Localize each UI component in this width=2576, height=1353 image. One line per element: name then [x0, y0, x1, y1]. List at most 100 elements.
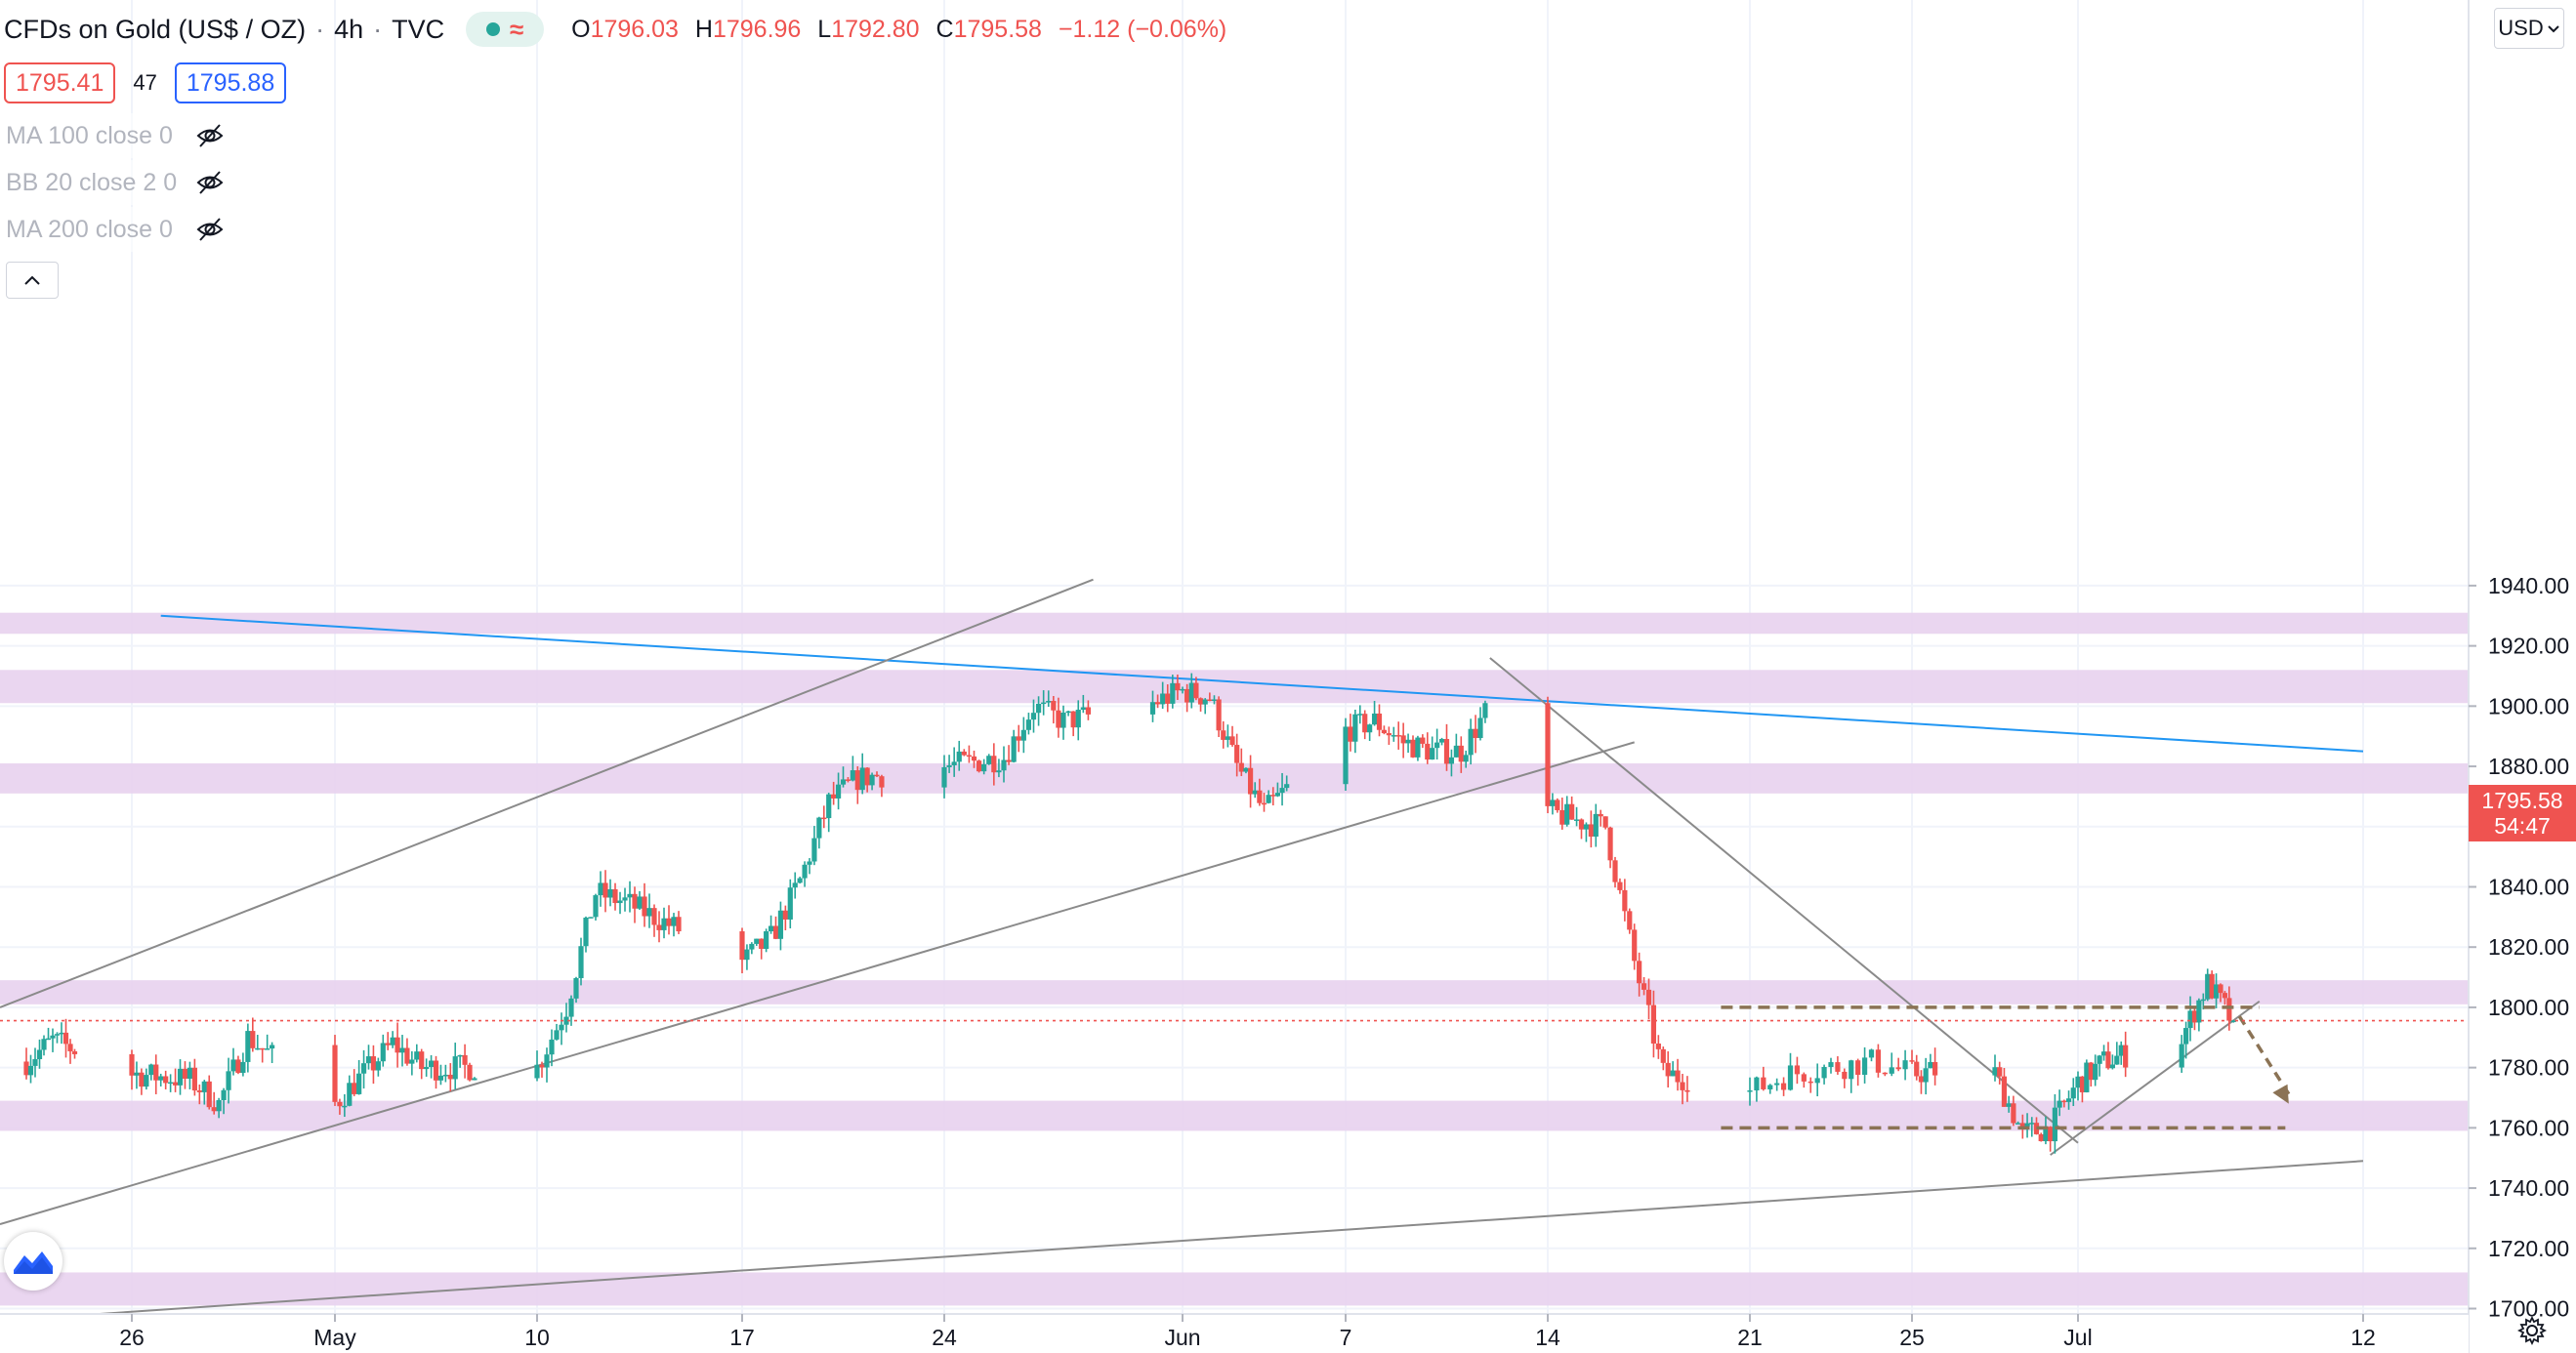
tradingview-logo-icon[interactable]: [4, 1232, 62, 1291]
candle-body: [1160, 693, 1166, 705]
currency-dropdown[interactable]: USD: [2494, 8, 2564, 49]
ohlc-values: O1796.03 H1796.96 L1792.80 C1795.58 −1.1…: [571, 16, 1236, 44]
market-status-pill[interactable]: ≈: [466, 12, 545, 47]
candle-body: [375, 1061, 381, 1071]
candle-body: [270, 1045, 275, 1049]
candle-body: [2209, 973, 2215, 999]
candle-body: [981, 763, 987, 772]
x-tick-label: 25: [1899, 1325, 1925, 1350]
candle-body: [1914, 1061, 1920, 1077]
candle-body: [559, 1024, 564, 1031]
candle-body: [1637, 961, 1642, 984]
indicator-label: MA 200 close 0: [6, 215, 173, 243]
candle-body: [2029, 1123, 2035, 1125]
low-value: 1792.80: [831, 15, 920, 43]
eye-off-icon[interactable]: [195, 168, 225, 197]
candle-body: [602, 882, 608, 898]
candle-body: [2052, 1107, 2057, 1142]
candle-body: [1588, 824, 1594, 838]
gear-icon[interactable]: [2517, 1316, 2547, 1345]
candle-body: [2024, 1123, 2030, 1128]
candle-body: [211, 1107, 217, 1112]
candle-body: [419, 1051, 425, 1070]
candle-body: [1234, 745, 1240, 763]
candle-body: [1650, 1004, 1657, 1045]
candle-body: [1080, 707, 1086, 711]
sell-price-button[interactable]: 1795.41: [4, 62, 116, 103]
candle-body: [2230, 1020, 2236, 1023]
candle-body: [1675, 1070, 1681, 1083]
candles: [23, 673, 2236, 1154]
candle-body: [409, 1059, 415, 1064]
indicator-bb20[interactable]: BB 20 close 2 0: [0, 160, 234, 205]
candle-body: [177, 1068, 184, 1086]
candle-body: [245, 1031, 251, 1062]
candle-body: [835, 784, 842, 799]
candle-body: [568, 998, 574, 1017]
indicator-ma100[interactable]: MA 100 close 0: [0, 113, 234, 158]
candle-body: [1670, 1070, 1676, 1077]
candle-body: [41, 1039, 47, 1050]
price-zone: [0, 670, 2469, 704]
indicator-ma200[interactable]: MA 200 close 0: [0, 207, 234, 252]
candle-body: [588, 917, 594, 919]
candle-body: [191, 1067, 197, 1091]
symbol-name[interactable]: CFDs on Gold (US$ / OZ): [4, 14, 307, 44]
candle-body: [32, 1059, 38, 1066]
candle-body: [807, 861, 812, 865]
candle-body: [2222, 993, 2228, 999]
support-resistance-zones: [0, 612, 2469, 1306]
candle-body: [144, 1075, 149, 1087]
candle-body: [1438, 739, 1445, 743]
candle-body: [1807, 1081, 1813, 1084]
eye-off-icon[interactable]: [195, 121, 225, 150]
candle-body: [831, 794, 837, 799]
candle-body: [1041, 702, 1047, 705]
candle-body: [1909, 1060, 1915, 1062]
candle-body: [2038, 1133, 2044, 1142]
candle-body: [1266, 795, 1271, 803]
candle-body: [1617, 882, 1623, 890]
chart-overlays: [0, 1005, 2469, 1130]
x-tick-label: 17: [729, 1325, 755, 1350]
trendline: [0, 1160, 2364, 1322]
candle-body: [1477, 718, 1483, 739]
candle-body: [1391, 735, 1396, 737]
candle-body: [462, 1054, 468, 1065]
candle-body: [134, 1072, 140, 1076]
eye-off-icon[interactable]: [195, 215, 225, 244]
candle-body: [1849, 1060, 1854, 1080]
legend-separator: ·: [373, 14, 383, 44]
candle-body: [1550, 800, 1556, 806]
candle-body: [1386, 733, 1392, 736]
candle-body: [1405, 739, 1411, 744]
candle-body: [467, 1064, 473, 1081]
candle-body: [2218, 984, 2223, 994]
candle-body: [2065, 1098, 2072, 1102]
candle-body: [534, 1064, 540, 1079]
candle-body: [1458, 745, 1464, 762]
candle-body: [1780, 1083, 1787, 1090]
interval-label[interactable]: 4h: [334, 14, 364, 44]
buy-price-button[interactable]: 1795.88: [174, 62, 287, 103]
candle-body: [442, 1074, 448, 1077]
candle-body: [768, 925, 774, 932]
candle-body: [67, 1044, 73, 1051]
collapse-legend-button[interactable]: [6, 262, 59, 299]
candle-body: [1362, 714, 1368, 733]
candle-body: [1923, 1068, 1929, 1083]
candle-body: [447, 1074, 453, 1080]
y-tick-label: 1780.00: [2488, 1055, 2569, 1081]
candle-body: [816, 817, 822, 839]
candle-body: [216, 1099, 222, 1112]
candle-body: [1400, 735, 1406, 744]
x-tick-label: 26: [119, 1325, 145, 1350]
candle-body: [1225, 736, 1230, 740]
chevron-up-icon: [24, 275, 40, 285]
candle-body: [1216, 699, 1222, 731]
candle-body: [452, 1056, 458, 1080]
candle-body: [240, 1061, 246, 1074]
legend-separator: ·: [315, 14, 325, 44]
candle-body: [1016, 736, 1021, 741]
